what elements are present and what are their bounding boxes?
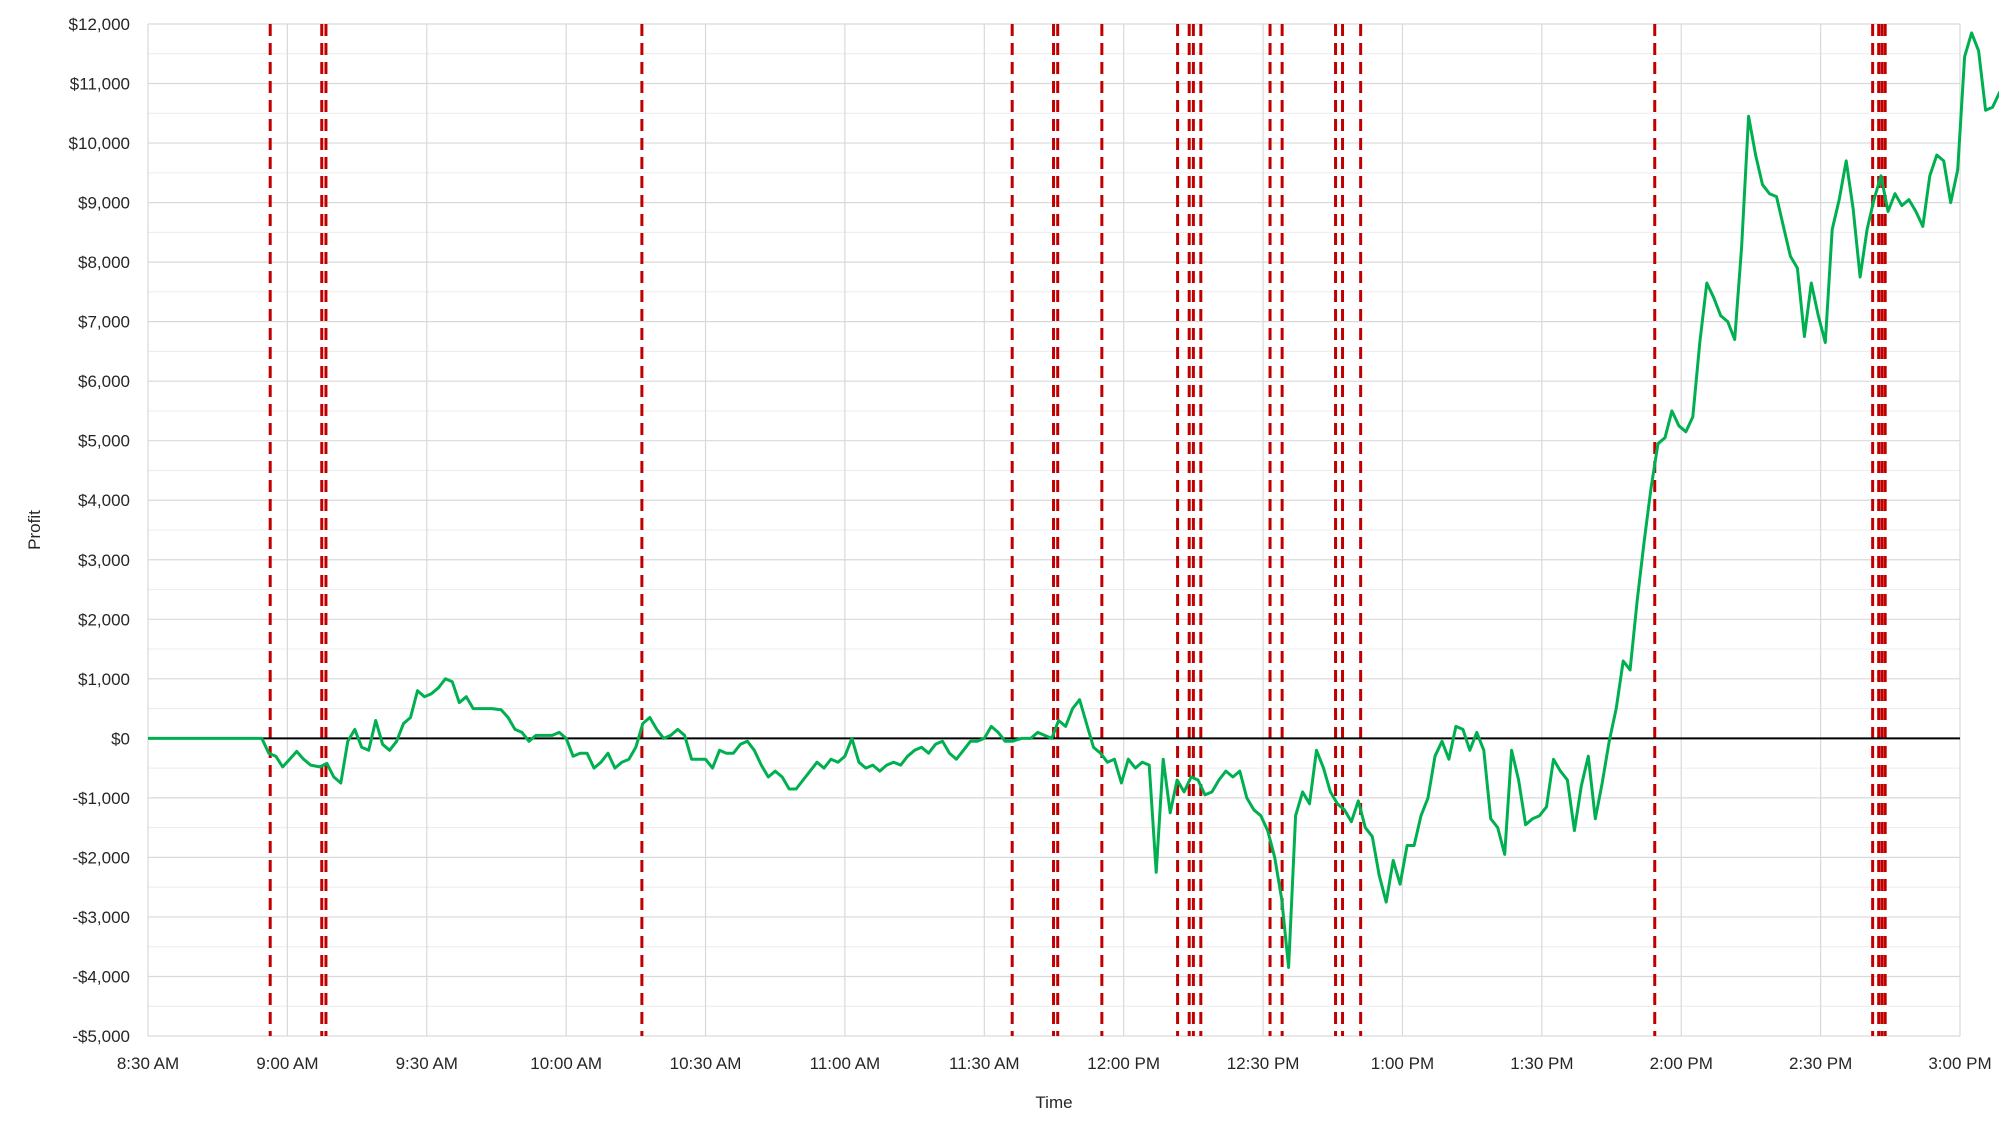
y-tick-label: $8,000	[78, 253, 130, 272]
y-tick-label: $3,000	[78, 551, 130, 570]
x-tick-label: 10:00 AM	[530, 1054, 602, 1073]
y-tick-label: -$4,000	[72, 967, 130, 986]
y-tick-label: $10,000	[69, 134, 130, 153]
y-axis-title: Profit	[25, 510, 44, 550]
profit-series	[148, 31, 1999, 969]
y-tick-label: $9,000	[78, 194, 130, 213]
x-tick-label: 11:30 AM	[949, 1054, 1020, 1073]
y-tick-label: $12,000	[69, 15, 130, 34]
y-tick-label: $4,000	[78, 491, 130, 510]
y-tick-label: $7,000	[78, 313, 130, 332]
x-tick-label: 12:00 PM	[1087, 1054, 1160, 1073]
x-tick-label: 9:30 AM	[396, 1054, 458, 1073]
y-tick-label: $1,000	[78, 670, 130, 689]
y-tick-label: $11,000	[70, 75, 130, 94]
x-tick-label: 3:00 PM	[1928, 1054, 1991, 1073]
x-axis-title: Time	[1035, 1093, 1072, 1112]
x-tick-label: 12:30 PM	[1227, 1054, 1300, 1073]
event-markers	[268, 24, 1887, 1036]
x-tick-label: 2:30 PM	[1789, 1054, 1852, 1073]
y-tick-label: $5,000	[78, 432, 130, 451]
y-tick-label: $2,000	[78, 610, 130, 629]
x-tick-label: 9:00 AM	[256, 1054, 318, 1073]
profit-line	[148, 31, 1999, 969]
y-tick-label: $6,000	[78, 372, 130, 391]
y-tick-label: -$3,000	[72, 908, 130, 927]
y-tick-label: $0	[111, 729, 130, 748]
y-axis-tick-labels: $12,000 $11,000 $10,000 $9,000 $8,000 $7,000 $…	[69, 15, 130, 1046]
x-tick-label: 1:30 PM	[1510, 1054, 1573, 1073]
y-tick-label: -$1,000	[72, 789, 130, 808]
x-tick-label: 1:00 PM	[1371, 1054, 1434, 1073]
x-axis-tick-labels: 8:30 AM 9:00 AM 9:30 AM 10:00 AM 10:30 AM 11:…	[117, 1054, 1992, 1073]
y-tick-label: -$2,000	[72, 848, 130, 867]
x-tick-label: 8:30 AM	[117, 1054, 179, 1073]
y-tick-label: -$5,000	[72, 1027, 130, 1046]
x-tick-label: 2:00 PM	[1650, 1054, 1713, 1073]
x-tick-label: 10:30 AM	[670, 1054, 742, 1073]
x-tick-label: 11:00 AM	[810, 1054, 881, 1073]
